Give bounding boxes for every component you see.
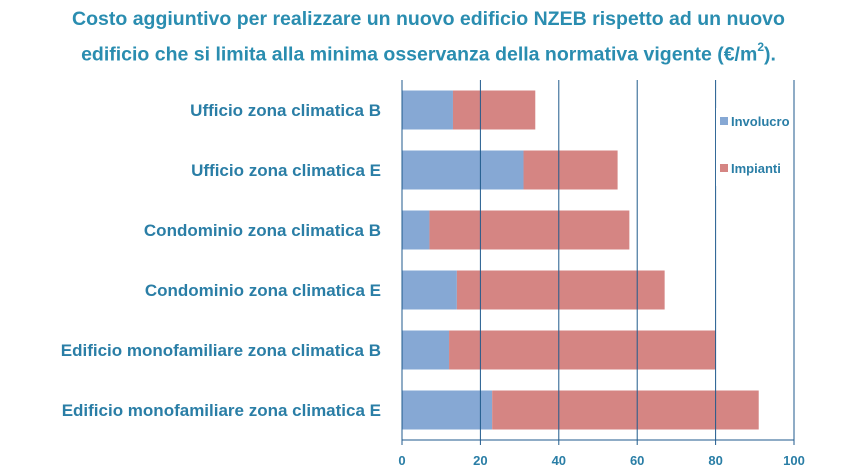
category-label-4: Edificio monofamiliare zona climatica B (61, 341, 381, 360)
legend-label-impianti: Impianti (731, 161, 781, 176)
x-tick-label-1: 20 (473, 453, 487, 468)
bar-impianti-5 (492, 390, 759, 430)
bar-involucro-1 (402, 150, 524, 190)
category-label-1: Ufficio zona climatica E (191, 161, 381, 180)
title-line-2: edificio che si limita alla minima osser… (0, 34, 857, 70)
category-label-3: Condominio zona climatica E (145, 281, 381, 300)
bar-involucro-4 (402, 330, 450, 370)
bar-impianti-0 (452, 90, 536, 130)
legend-swatch-involucro (720, 117, 728, 125)
x-tick-label-2: 40 (552, 453, 566, 468)
x-tick-label-4: 80 (708, 453, 722, 468)
x-tick-label-3: 60 (630, 453, 644, 468)
bar-involucro-5 (402, 390, 493, 430)
bar-impianti-2 (429, 210, 630, 250)
category-label-5: Edificio monofamiliare zona climatica E (62, 401, 381, 420)
category-label-0: Ufficio zona climatica B (190, 101, 381, 120)
category-label-2: Condominio zona climatica B (144, 221, 381, 240)
bar-involucro-2 (402, 210, 430, 250)
bar-impianti-3 (456, 270, 665, 310)
bar-impianti-4 (449, 330, 716, 370)
legend-box (716, 108, 792, 186)
chart-title: Costo aggiuntivo per realizzare un nuovo… (0, 4, 857, 70)
title-line-1: Costo aggiuntivo per realizzare un nuovo… (72, 8, 785, 30)
x-tick-label-0: 0 (398, 453, 405, 468)
bar-involucro-3 (402, 270, 457, 310)
bar-impianti-1 (523, 150, 618, 190)
x-tick-label-5: 100 (783, 453, 805, 468)
title-line-2-end: ). (764, 43, 776, 66)
bar-involucro-0 (402, 90, 453, 130)
legend-label-involucro: Involucro (731, 114, 790, 129)
title-line-2-text: edificio che si limita alla minima osser… (81, 43, 758, 66)
legend-swatch-impianti (720, 164, 728, 172)
title-superscript: 2 (757, 40, 765, 54)
